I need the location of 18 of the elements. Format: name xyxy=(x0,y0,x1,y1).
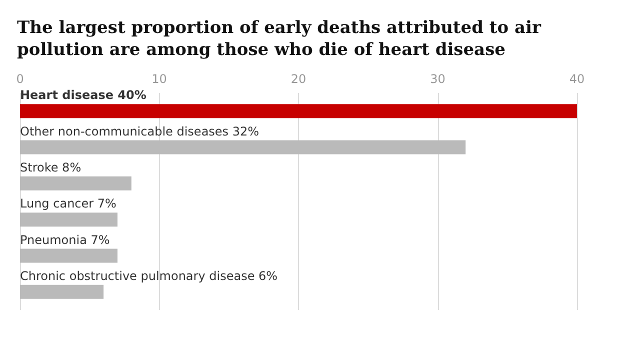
category-label: Other non-communicable diseases 32% xyxy=(20,124,260,138)
bar xyxy=(20,140,466,154)
category-label: Stroke 8% xyxy=(20,160,82,174)
category-label: Heart disease 40% xyxy=(20,88,146,102)
x-tick-label: 10 xyxy=(152,72,167,86)
x-tick-label: 40 xyxy=(569,72,585,86)
x-tick-label: 20 xyxy=(290,72,306,86)
bar xyxy=(20,284,104,299)
bar xyxy=(20,212,118,227)
x-tick-label: 30 xyxy=(430,72,446,86)
category-label: Pneumonia 7% xyxy=(20,232,110,247)
category-label: Chronic obstructive pulmonary disease 6% xyxy=(20,268,278,283)
bar xyxy=(20,104,577,118)
bar xyxy=(20,248,118,263)
bar xyxy=(20,176,132,190)
category-label: Lung cancer 7% xyxy=(20,196,116,211)
x-tick-label: 0 xyxy=(16,72,24,86)
chart-title: The largest proportion of early deaths attributed to air pollution are among those who die of heart disease xyxy=(17,18,547,60)
